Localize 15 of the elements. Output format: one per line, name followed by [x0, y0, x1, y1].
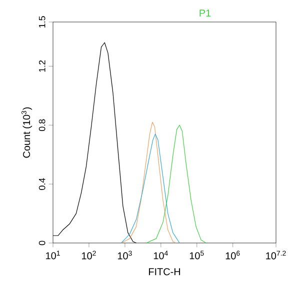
- x-axis-title: FITC-H: [148, 268, 180, 276]
- text: P1: [200, 10, 211, 16]
- x-tick-label: 10$^{4}$: [154, 250, 168, 260]
- x-tick-label: 10$^{6}$: [226, 250, 240, 260]
- x-tick-label: 10$^{1}$: [46, 250, 60, 260]
- y-axis-title: Count (10$^{3}$): [22, 107, 32, 158]
- y-tick-label: 0.4: [38, 178, 46, 190]
- y-tick-label: 1.2: [38, 60, 46, 72]
- y-tick-label: 1.5: [38, 16, 46, 28]
- x-tick-label: 10$^{3}$: [118, 250, 132, 260]
- x-tick-label: 10$^{2}$: [82, 250, 96, 260]
- x-tick-label: 10$^{7.2}$: [266, 250, 286, 260]
- y-tick-label: 0.8: [38, 119, 46, 132]
- y-tick-label: 0: [38, 240, 46, 246]
- x-tick-label: 10$^{5}$: [190, 250, 204, 260]
